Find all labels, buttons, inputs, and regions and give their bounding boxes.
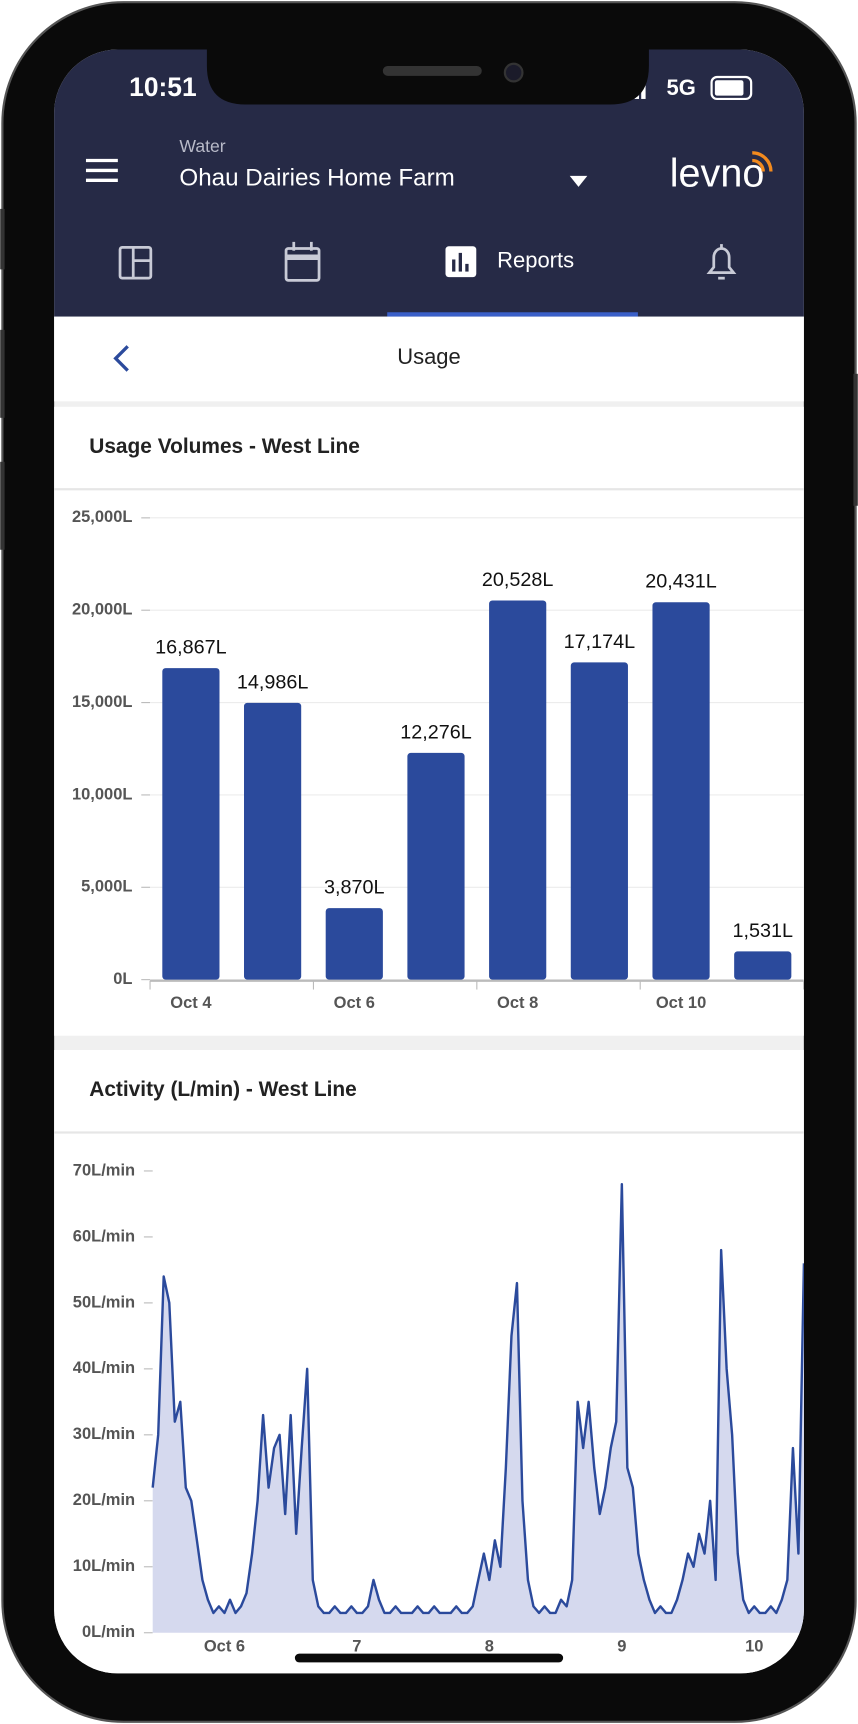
value-label: 3,870L: [324, 877, 385, 899]
logo: levno: [670, 151, 765, 195]
x-tick-label: 10: [745, 1637, 763, 1655]
x-tick-label: Oct 10: [656, 994, 706, 1012]
x-tick-label: Oct 8: [497, 994, 538, 1012]
bar: [325, 908, 383, 980]
value-label: 12,276L: [400, 721, 472, 743]
y-tick-label: 15,000L: [72, 693, 133, 711]
y-tick-label: 10,000L: [72, 785, 133, 803]
reports-tab-label[interactable]: Reports: [497, 247, 574, 272]
active-tab-indicator: [387, 312, 638, 317]
bar: [489, 600, 547, 980]
y-tick-label: 25,000L: [72, 508, 133, 526]
speaker: [382, 65, 482, 76]
value-label: 20,431L: [645, 571, 717, 593]
battery-icon: [710, 75, 753, 101]
side-button: [0, 461, 5, 550]
plots: 0L 5,000L 10,000L 15,000L 20,000L 25,000L Oct …: [72, 508, 804, 1655]
x-tick-label: Oct 4: [170, 994, 212, 1012]
y-tick-label: 50L/min: [73, 1293, 135, 1311]
x-tick-label: Oct 6: [204, 1637, 245, 1655]
bar: [407, 752, 465, 980]
y-tick-label: 0L: [113, 970, 132, 988]
dashboard-tab[interactable]: [118, 246, 153, 280]
value-label: 16,867L: [155, 637, 227, 659]
bar: [734, 951, 792, 980]
bar: [162, 668, 220, 980]
battery-level: [714, 80, 744, 96]
dropdown-arrow[interactable]: [569, 175, 588, 187]
y-tick-label: 20L/min: [73, 1491, 135, 1509]
area: [152, 1184, 804, 1633]
page-title: Usage: [397, 344, 461, 369]
bar: [244, 702, 302, 980]
x-tick-label: 7: [352, 1637, 361, 1655]
y-tick-label: 40L/min: [73, 1359, 135, 1377]
camera: [503, 62, 524, 83]
calendar-tab[interactable]: [284, 241, 321, 282]
y-tick-label: 0L/min: [82, 1623, 135, 1641]
x-tick-label: 8: [485, 1637, 494, 1655]
page-bar: [54, 316, 804, 402]
y-tick-label: 60L/min: [73, 1227, 135, 1245]
y-tick-label: 20,000L: [72, 601, 133, 619]
side-button: [0, 208, 5, 270]
status-network: 5G: [666, 75, 695, 100]
x-tick-label: Oct 6: [334, 994, 375, 1012]
card-title: Usage Volumes - West Line: [89, 435, 360, 458]
header-title[interactable]: Ohau Dairies Home Farm: [179, 165, 454, 192]
back-button[interactable]: [113, 345, 129, 372]
line: [151, 1182, 804, 1615]
y-tick-label: 30L/min: [73, 1425, 135, 1443]
logo-signal: [752, 151, 773, 172]
value-label: 20,528L: [482, 569, 554, 591]
screen: 10:51 5G Water Ohau Dairies Home Farm le…: [54, 49, 804, 1674]
header-subtitle: Water: [179, 136, 225, 156]
reports-tab[interactable]: Reports: [445, 246, 574, 278]
y-tick-label: 5,000L: [81, 878, 132, 896]
value-label: 14,986L: [237, 671, 309, 693]
status-time: 10:51: [129, 72, 196, 102]
menu-icon[interactable]: [85, 158, 118, 182]
bar: [570, 662, 628, 980]
y-tick-label: 70L/min: [73, 1161, 135, 1179]
value-label: 1,531L: [732, 920, 793, 942]
alerts-tab[interactable]: [706, 244, 737, 280]
side-button: [853, 373, 858, 506]
x-tick-label: 9: [617, 1637, 626, 1655]
y-tick-label: 10L/min: [73, 1557, 135, 1575]
value-label: 17,174L: [564, 631, 636, 653]
bar: [652, 602, 710, 980]
home-indicator: [294, 1653, 564, 1663]
side-button: [0, 329, 5, 418]
card-title: Activity (L/min) - West Line: [89, 1078, 357, 1101]
